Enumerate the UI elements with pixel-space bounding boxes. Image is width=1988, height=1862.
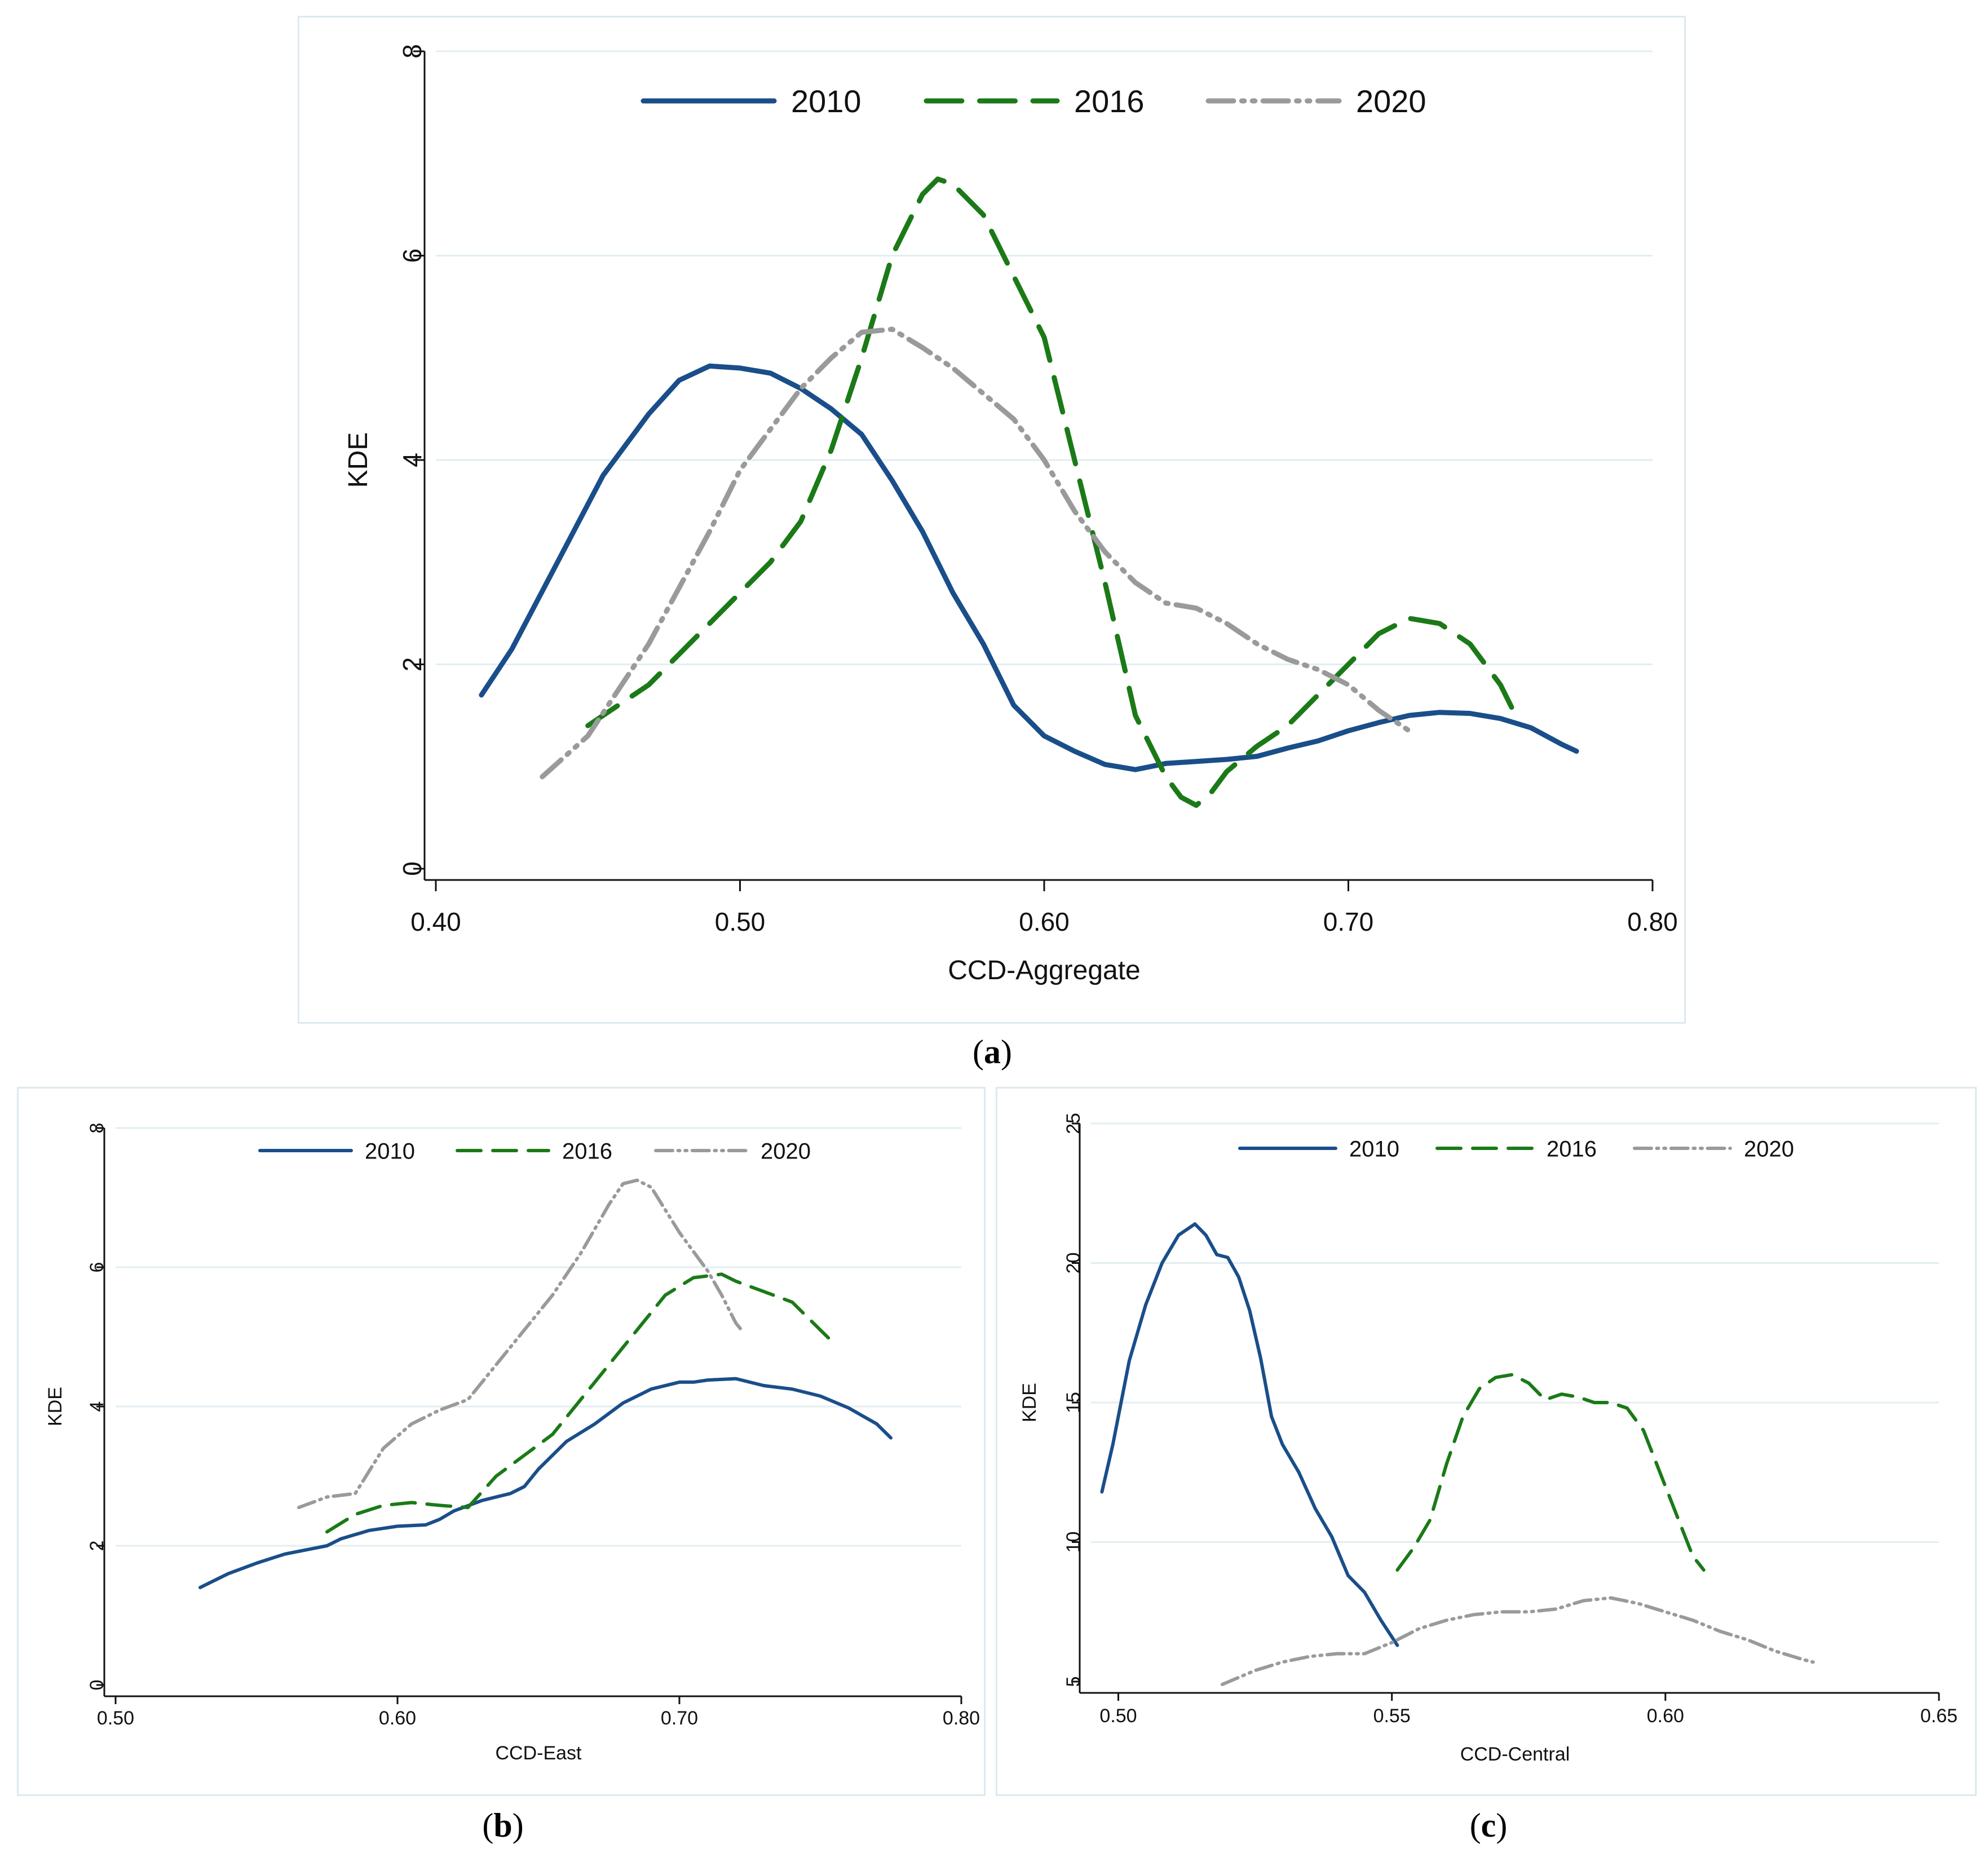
y-tick-label: 8	[397, 44, 427, 59]
y-tick-label: 2	[397, 657, 427, 672]
y-tick-label: 8	[86, 1123, 108, 1134]
series-line-2010	[198, 1377, 893, 1590]
chart-panel-a: 0 2 4 6 8 0.40 0.50 0.60 0.70 0.80 CCD-Aggregate KD…	[298, 16, 1686, 1024]
y-tick-label: 6	[86, 1262, 108, 1273]
legend-label-2016: 2016	[1547, 1136, 1597, 1161]
x-tick-label: 0.60	[1019, 907, 1070, 936]
x-tick-label: 0.80	[1627, 907, 1678, 936]
legend-label-2016: 2016	[562, 1139, 612, 1164]
series-line-2016	[1395, 1373, 1706, 1572]
y-axis-title: KDE	[45, 1387, 66, 1426]
x-tick-label: 0.50	[715, 907, 766, 936]
chart-c-svg: 5 10 15 20 25 0.50 0.55 0.60 0.65 CCD-Central KDE 2…	[1019, 1113, 1958, 1765]
x-tick-label: 0.40	[410, 907, 461, 936]
legend-label-2010: 2010	[791, 83, 862, 119]
chart-panel-b: 0 2 4 6 8 0.50 0.60 0.70 0.80 CCD-East KDE 2010 2016…	[17, 1087, 986, 1796]
caption-a: (a)	[973, 1033, 1012, 1071]
y-tick-label: 6	[397, 249, 427, 263]
legend-label-2020: 2020	[1744, 1136, 1794, 1161]
y-tick-label: 4	[397, 453, 427, 467]
x-axis-title: CCD-East	[495, 1742, 582, 1764]
caption-b: (b)	[482, 1807, 524, 1844]
x-tick-label: 0.80	[943, 1708, 980, 1729]
caption-c: (c)	[1469, 1807, 1508, 1844]
legend-label-2010: 2010	[365, 1139, 415, 1164]
x-tick-label: 0.60	[1647, 1705, 1684, 1727]
y-tick-label: 15	[1063, 1392, 1084, 1413]
x-tick-label: 0.50	[1099, 1705, 1137, 1727]
legend-label-2020: 2020	[761, 1139, 811, 1164]
chart-panel-c: 5 10 15 20 25 0.50 0.55 0.60 0.65 CCD-Central KDE 2…	[996, 1087, 1977, 1796]
y-tick-label: 5	[1063, 1677, 1084, 1687]
series-line-2016	[325, 1272, 836, 1534]
chart-b-svg: 0 2 4 6 8 0.50 0.60 0.70 0.80 CCD-East KDE 2010 2016…	[45, 1123, 980, 1764]
y-tick-label: 0	[397, 861, 427, 876]
y-tick-label: 4	[86, 1401, 108, 1412]
series-line-2016	[585, 176, 1518, 808]
y-tick-label: 10	[1063, 1532, 1084, 1553]
y-axis-title: KDE	[1019, 1383, 1040, 1422]
y-tick-label: 25	[1063, 1113, 1084, 1134]
x-tick-label: 0.50	[97, 1708, 134, 1729]
legend-label-2016: 2016	[1074, 83, 1145, 119]
series-line-2020	[1220, 1596, 1815, 1686]
series-line-2020	[297, 1178, 743, 1510]
series-line-2010	[1100, 1222, 1399, 1647]
chart-a-svg: 0 2 4 6 8 0.40 0.50 0.60 0.70 0.80 CCD-Aggregate KD…	[343, 44, 1678, 985]
y-tick-label: 0	[86, 1680, 108, 1691]
x-tick-label: 0.70	[1323, 907, 1374, 936]
y-tick-label: 20	[1063, 1253, 1084, 1274]
y-tick-label: 2	[86, 1541, 108, 1551]
x-axis-title: CCD-Aggregate	[948, 956, 1140, 985]
x-tick-label: 0.65	[1920, 1705, 1958, 1727]
series-line-2020	[540, 326, 1412, 780]
legend-label-2020: 2020	[1356, 83, 1426, 119]
x-tick-label: 0.60	[379, 1708, 416, 1729]
x-tick-label: 0.70	[661, 1708, 698, 1729]
y-axis-title: KDE	[343, 432, 373, 488]
x-axis-title: CCD-Central	[1460, 1744, 1570, 1765]
x-tick-label: 0.55	[1373, 1705, 1411, 1727]
legend-label-2010: 2010	[1349, 1136, 1399, 1161]
series-line-2010	[479, 363, 1579, 772]
